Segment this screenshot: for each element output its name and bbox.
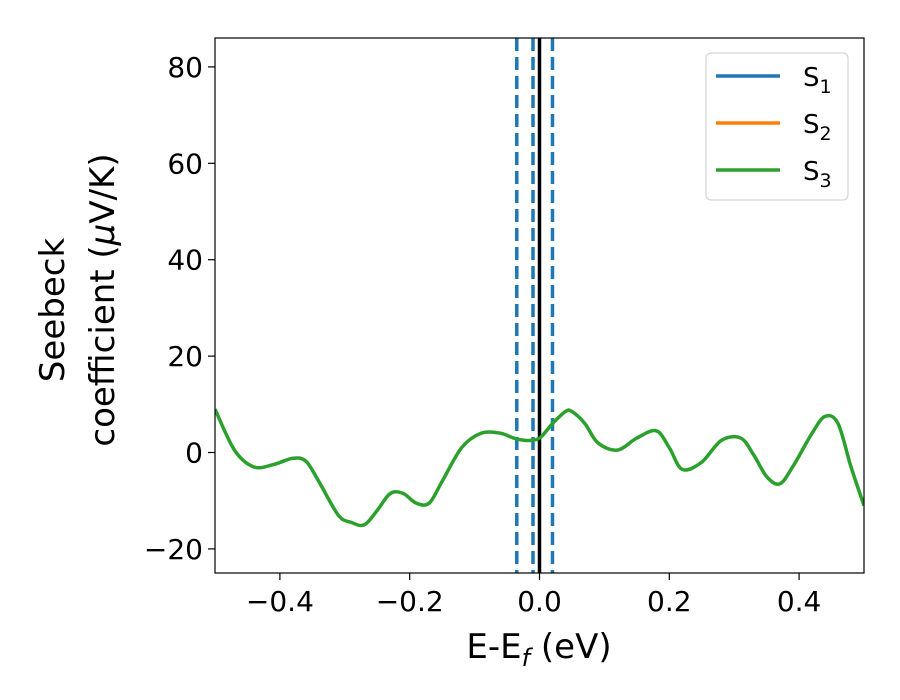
series-line-s3 [215,408,864,528]
y-tick-label: 0 [185,437,203,470]
x-tick-label: 0.4 [777,585,822,618]
y-tick-label: −20 [144,533,203,566]
legend-label-s1: S1 [803,63,832,98]
x-axis-title: E-Ef (eV) [466,627,611,672]
legend-label-s3: S3 [803,157,832,192]
x-tick-label: −0.4 [246,585,314,618]
y-tick-label: 40 [167,244,203,277]
y-axis-ticks: −20 0 20 40 60 80 [144,51,215,566]
legend-box [705,52,849,201]
x-tick-label: 0.0 [517,585,562,618]
x-axis-ticks: −0.4 −0.2 0.0 0.2 0.4 [246,573,821,618]
legend: S1 S2 S3 [705,52,849,201]
y-axis-title-line-2: coefficient (μV/K) [83,153,123,446]
y-axis-title-line-1: Seebeck [33,238,73,383]
y-tick-label: 60 [167,147,203,180]
x-tick-label: −0.2 [376,585,444,618]
legend-label-s2: S2 [803,110,832,145]
x-tick-label: 0.2 [647,585,692,618]
y-tick-label: 20 [167,340,203,373]
y-tick-label: 80 [167,51,203,84]
vertical-reference-lines [515,38,555,573]
y-axis-title: Seebeck coefficient (μV/K) [33,153,123,446]
series-lines [215,408,864,528]
